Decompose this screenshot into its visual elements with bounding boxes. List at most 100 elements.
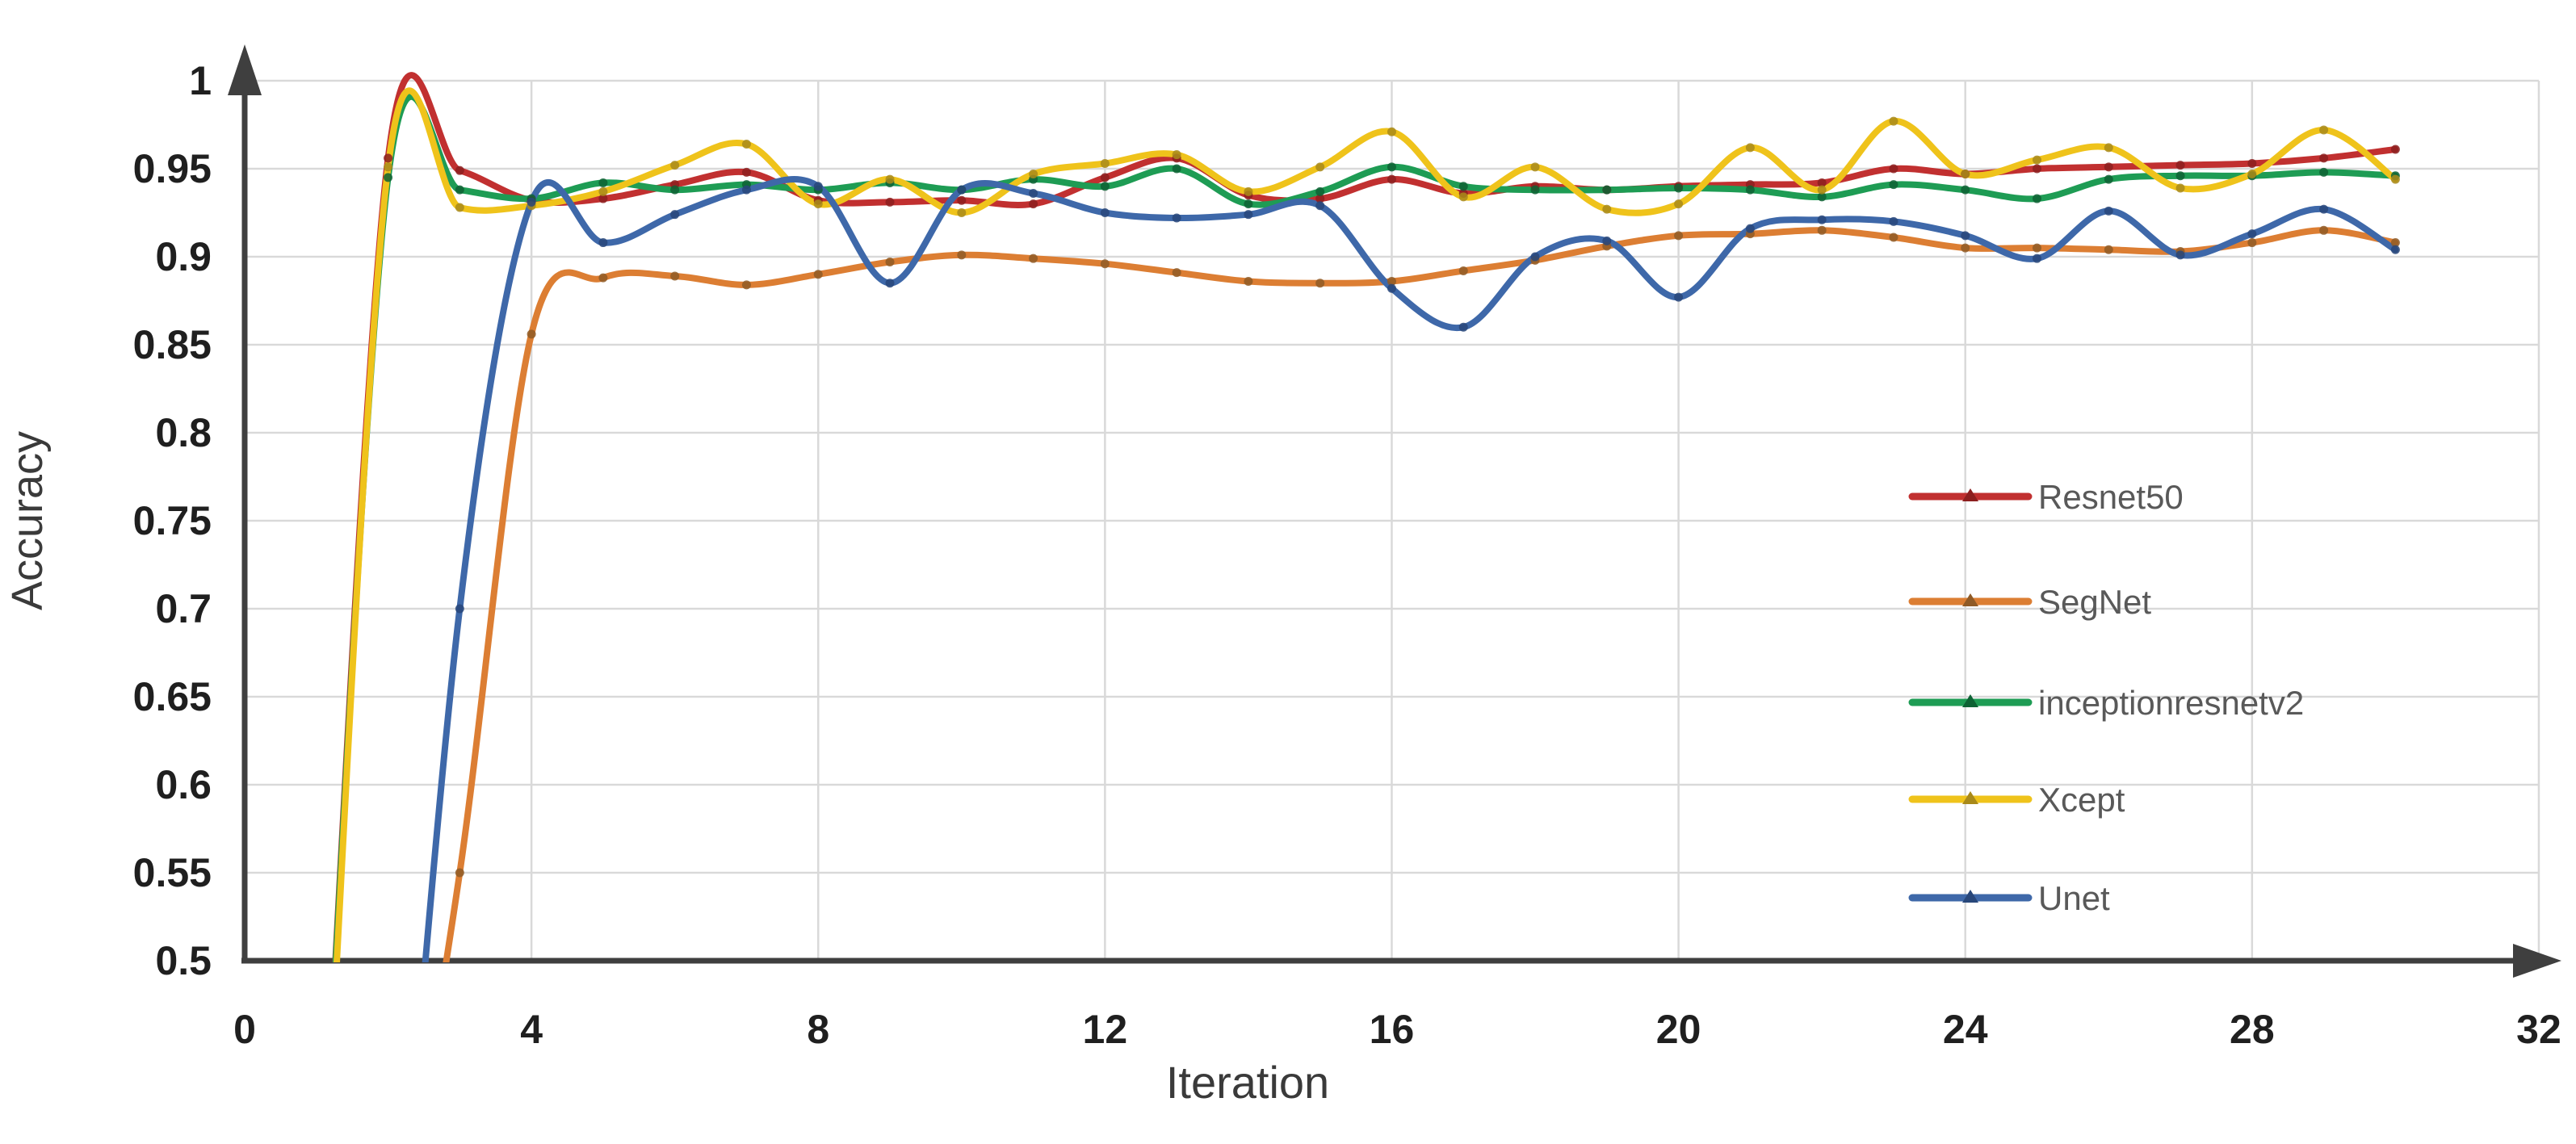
series-unet-line: [422, 176, 2399, 962]
series-xcept-point: [2104, 143, 2113, 153]
y-tick-label: 0.85: [133, 322, 212, 367]
y-axis-arrowhead-icon: [228, 44, 262, 95]
x-tick-label: 8: [807, 1007, 829, 1052]
series-segnet-point: [1889, 233, 1898, 242]
series-resnet50-point: [2104, 162, 2113, 172]
y-tick-label: 0.9: [155, 234, 212, 279]
series-resnet50-point: [384, 153, 393, 163]
series-unet-point: [2175, 250, 2185, 260]
series-inceptionresnetv2-point: [2104, 174, 2113, 184]
series-unet-point: [1172, 213, 1181, 223]
legend-label-xcept: Xcept: [2038, 781, 2125, 819]
x-tick-label: 16: [1370, 1007, 1415, 1052]
series-unet-point: [2104, 206, 2113, 216]
series-inceptionresnetv2-point: [1889, 180, 1898, 190]
series-resnet50-point: [2033, 164, 2041, 174]
series-xcept-point: [1889, 116, 1898, 126]
legend-item-resnet50: Resnet50: [1908, 478, 2184, 516]
series-resnet50-point: [2390, 145, 2400, 154]
series-segnet-point: [1315, 279, 1325, 288]
series-unet-point: [1602, 236, 1612, 245]
series-segnet-point: [1100, 259, 1110, 269]
series-segnet-point: [813, 270, 823, 279]
series-segnet-point: [1387, 277, 1396, 287]
series-unet-point: [2033, 254, 2041, 263]
legend: Resnet50 SegNet inceptionresnetv2 Xcept Unet: [1908, 478, 2304, 917]
y-tick-label: 0.95: [133, 146, 212, 191]
series-inceptionresnetv2-point: [1602, 185, 1612, 195]
series-resnet50-point: [1817, 178, 1827, 187]
series-resnet50-point: [2319, 153, 2329, 163]
y-axis-tick-labels: 1 0.95 0.9 0.85 0.8 0.75 0.7 0.65 0.6 0.55 0.5: [133, 58, 212, 983]
legend-label-unet: Unet: [2038, 879, 2110, 917]
legend-item-xcept: Xcept: [1908, 781, 2125, 819]
series-resnet50-point: [1029, 199, 1038, 209]
series-segnet-point: [2247, 238, 2257, 248]
series-inceptionresnetv2-point: [1530, 185, 1540, 195]
series-resnet50-point: [455, 166, 464, 175]
series-segnet-point: [885, 258, 895, 267]
series-unet-point: [885, 279, 895, 288]
series-resnet50-point: [957, 195, 967, 205]
y-axis-title: Accuracy: [3, 431, 52, 610]
series-xcept-point: [2319, 125, 2329, 135]
legend-marker-icon: [1962, 791, 1978, 804]
series-xcept-point: [1315, 162, 1325, 172]
series-unet-point: [1530, 252, 1540, 262]
series-xcept-point: [957, 208, 967, 217]
x-tick-label: 32: [2516, 1007, 2561, 1052]
series-xcept-point: [2175, 183, 2185, 193]
legend-marker-icon: [1962, 890, 1978, 903]
series-segnet-point: [2390, 238, 2400, 248]
series-unet-point: [598, 238, 608, 248]
x-tick-label: 12: [1083, 1007, 1128, 1052]
series-resnet50-point: [1100, 173, 1110, 182]
series-xcept-point: [670, 161, 680, 170]
series-segnet-point: [2319, 225, 2329, 235]
series-unet-point: [2247, 229, 2257, 239]
series-unet-point: [1889, 216, 1898, 226]
series-unet-point: [1961, 231, 1970, 241]
x-tick-label: 24: [1943, 1007, 1988, 1052]
y-tick-label: 1: [189, 58, 212, 103]
series-segnet-point: [598, 273, 608, 283]
series-resnet50-point: [1889, 164, 1898, 174]
series-segnet-point: [1244, 277, 1253, 287]
y-tick-label: 0.75: [133, 498, 212, 543]
series-unet-point: [1100, 208, 1110, 217]
series-xcept-point: [384, 162, 393, 172]
series-unet-point: [527, 197, 536, 207]
series-segnet-point: [1458, 266, 1468, 275]
y-tick-label: 0.7: [155, 586, 212, 631]
series-xcept-point: [1029, 170, 1038, 179]
x-axis-arrowhead-icon: [2513, 944, 2561, 978]
series-segnet-point: [1172, 268, 1181, 278]
x-tick-label: 0: [233, 1007, 256, 1052]
series-resnet50-point: [1315, 194, 1325, 203]
series-inceptionresnetv2-point: [1244, 199, 1253, 209]
y-tick-label: 0.6: [155, 762, 212, 807]
series-unet-point: [2390, 245, 2400, 254]
y-tick-label: 0.65: [133, 674, 212, 719]
x-tick-label: 28: [2230, 1007, 2275, 1052]
series-inceptionresnetv2-point: [1961, 185, 1970, 195]
series-xcept-point: [1602, 204, 1612, 214]
series-xcept-point: [741, 139, 751, 149]
y-tick-label: 0.8: [155, 410, 212, 455]
series-xcept-point: [2033, 155, 2041, 165]
series-segnet-point: [1674, 231, 1684, 241]
series-unet-point: [1029, 189, 1038, 199]
legend-label-resnet50: Resnet50: [2038, 478, 2184, 516]
series-segnet-point: [527, 329, 536, 339]
series-resnet50-point: [2247, 158, 2257, 168]
series-xcept-point: [1530, 162, 1540, 172]
series-segnet-point: [2104, 245, 2113, 254]
legend-marker-icon: [1962, 694, 1978, 707]
y-tick-label: 0.5: [155, 938, 212, 983]
series-unet-point: [2319, 204, 2329, 214]
axes: [228, 44, 2561, 978]
x-tick-label: 20: [1656, 1007, 1701, 1052]
series-xcept-point: [598, 186, 608, 196]
